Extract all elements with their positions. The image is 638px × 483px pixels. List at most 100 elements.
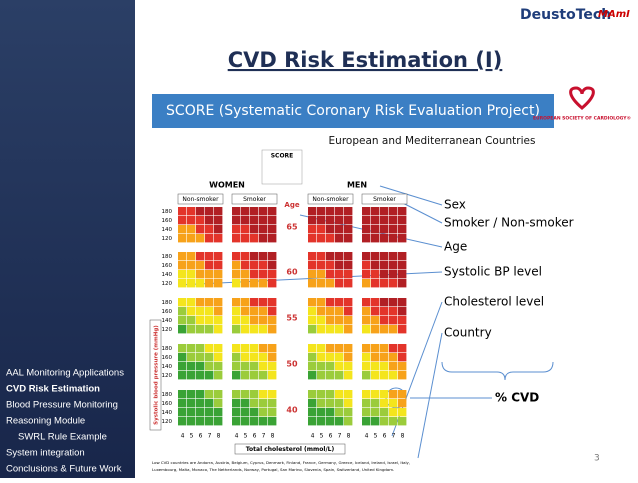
risk-cell — [232, 399, 241, 408]
risk-cell — [241, 390, 250, 399]
risk-cell — [178, 417, 187, 426]
risk-cell — [389, 307, 398, 316]
risk-cell — [308, 270, 317, 279]
risk-cell — [250, 261, 259, 270]
risk-cell — [308, 417, 317, 426]
risk-cell — [214, 344, 223, 353]
logo: DeustoTech — [520, 7, 611, 23]
smoking-header: Smoker — [373, 196, 396, 203]
risk-cell — [380, 225, 389, 234]
risk-cell — [214, 417, 223, 426]
risk-cell — [371, 298, 380, 307]
risk-cell — [362, 216, 371, 225]
risk-cell — [317, 362, 326, 371]
risk-cell — [178, 298, 187, 307]
risk-cell — [241, 225, 250, 234]
risk-cell — [344, 344, 353, 353]
risk-cell — [317, 216, 326, 225]
risk-cell — [308, 307, 317, 316]
risk-cell — [205, 279, 214, 288]
risk-cell — [250, 298, 259, 307]
risk-cell — [196, 207, 205, 216]
risk-cell — [250, 207, 259, 216]
risk-cell — [205, 353, 214, 362]
risk-cell — [362, 371, 371, 380]
risk-cell — [389, 399, 398, 408]
risk-cell — [308, 325, 317, 334]
risk-cell — [317, 307, 326, 316]
risk-cell — [326, 207, 335, 216]
risk-cell — [317, 408, 326, 417]
sbp-label: 120 — [162, 327, 173, 333]
sbp-label: 140 — [162, 364, 173, 370]
risk-cell — [259, 399, 268, 408]
risk-cell — [259, 362, 268, 371]
risk-cell — [317, 344, 326, 353]
risk-cell — [214, 307, 223, 316]
smoking-box — [231, 193, 278, 205]
risk-cell — [380, 270, 389, 279]
risk-cell — [268, 261, 277, 270]
sbp-label: 120 — [162, 419, 173, 425]
risk-cell — [232, 252, 241, 261]
risk-cell — [380, 252, 389, 261]
sbp-axis: Systolic blood pressure (mmHg) — [154, 325, 160, 425]
title: CVD Risk Estimation (I) — [228, 48, 503, 72]
risk-cell — [187, 325, 196, 334]
risk-cell — [335, 279, 344, 288]
risk-cell — [250, 417, 259, 426]
risk-cell — [335, 270, 344, 279]
risk-cell — [205, 390, 214, 399]
risk-cell — [259, 225, 268, 234]
risk-cell — [196, 261, 205, 270]
risk-cell — [232, 216, 241, 225]
risk-cell — [178, 252, 187, 261]
risk-cell — [205, 408, 214, 417]
risk-cell — [371, 225, 380, 234]
risk-cell — [259, 371, 268, 380]
risk-cell — [398, 325, 407, 334]
risk-cell — [214, 390, 223, 399]
risk-cell — [232, 408, 241, 417]
risk-cell — [326, 408, 335, 417]
risk-cell — [250, 344, 259, 353]
risk-cell — [380, 344, 389, 353]
risk-cell — [344, 216, 353, 225]
risk-cell — [398, 316, 407, 325]
risk-cell — [187, 390, 196, 399]
risk-cell — [326, 353, 335, 362]
risk-cell — [308, 207, 317, 216]
risk-cell — [389, 353, 398, 362]
risk-cell — [335, 417, 344, 426]
risk-cell — [398, 225, 407, 234]
risk-cell — [344, 270, 353, 279]
risk-cell — [214, 298, 223, 307]
risk-cell — [317, 270, 326, 279]
risk-cell — [362, 279, 371, 288]
footnote: Low CVD countries are Andorra, Austria, … — [152, 460, 410, 465]
risk-cell — [268, 362, 277, 371]
cholesterol-axis: Total cholesterol (mmol/L) — [246, 446, 335, 453]
banner — [152, 94, 554, 128]
risk-cell — [326, 390, 335, 399]
risk-cell — [259, 325, 268, 334]
risk-cell — [380, 390, 389, 399]
risk-cell — [335, 408, 344, 417]
risk-cell — [335, 261, 344, 270]
risk-cell — [362, 261, 371, 270]
risk-cell — [187, 216, 196, 225]
risk-cell — [362, 353, 371, 362]
sbp-label: 120 — [162, 373, 173, 379]
risk-cell — [232, 390, 241, 399]
risk-cell — [317, 325, 326, 334]
risk-cell — [371, 344, 380, 353]
risk-cell — [241, 234, 250, 243]
banner-text: SCORE (Systematic Coronary Risk Evaluati… — [166, 103, 540, 119]
risk-cell — [232, 279, 241, 288]
risk-cell — [241, 252, 250, 261]
risk-cell — [268, 325, 277, 334]
risk-cell — [187, 399, 196, 408]
risk-cell — [268, 279, 277, 288]
risk-cell — [205, 261, 214, 270]
cholesterol-label: 5 — [190, 433, 194, 440]
